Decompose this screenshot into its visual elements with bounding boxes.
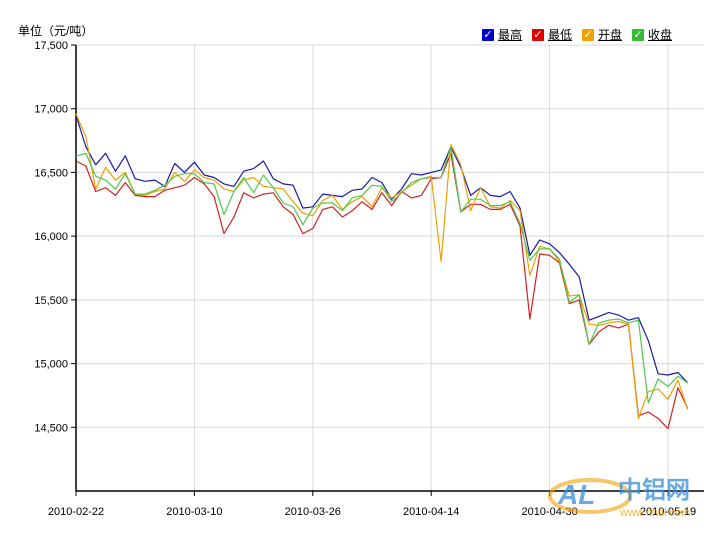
legend-item-high[interactable]: ✓ 最高 — [482, 26, 522, 43]
legend-item-open[interactable]: ✓ 开盘 — [582, 26, 622, 43]
legend-item-close[interactable]: ✓ 收盘 — [632, 26, 672, 43]
y-axis-unit-label: 单位（元/吨） — [18, 24, 94, 38]
series-line-收盘 — [75, 146, 689, 404]
y-tick-label: 15,500 — [34, 295, 68, 307]
x-tick-label: 2010-02-22 — [48, 506, 104, 518]
logo-brand: 中铝网 — [618, 476, 690, 504]
watermark-logo: AL 中铝网 www.cnal.com — [548, 476, 690, 519]
checkbox-checked-icon[interactable]: ✓ — [482, 28, 494, 41]
logo-url: www.cnal.com — [619, 507, 690, 519]
x-tick-label: 2010-04-14 — [403, 506, 459, 518]
y-tick-label: 16,500 — [34, 167, 68, 179]
legend-item-low[interactable]: ✓ 最低 — [532, 26, 572, 43]
series-line-最低 — [75, 152, 689, 430]
checkbox-checked-icon[interactable]: ✓ — [582, 28, 595, 41]
logo-mark: AL — [557, 479, 595, 510]
x-tick-label: 2010-03-26 — [285, 506, 341, 518]
legend-label: 开盘 — [598, 28, 623, 42]
legend-label: 最低 — [548, 28, 573, 42]
legend: ✓ 最高 ✓ 最低 ✓ 开盘 ✓ 收盘 — [482, 26, 682, 43]
series-line-最高 — [75, 114, 689, 384]
legend-label: 最高 — [498, 28, 523, 42]
y-tick-label: 15,000 — [34, 359, 68, 371]
checkbox-checked-icon[interactable]: ✓ — [532, 28, 545, 41]
x-tick-label: 2010-03-10 — [166, 506, 222, 518]
y-tick-label: 16,000 — [34, 231, 68, 243]
x-tick-label: 2010-05-19 — [640, 506, 696, 518]
logo-swoosh-icon — [548, 478, 632, 514]
y-tick-label: 17,000 — [34, 104, 68, 116]
checkbox-checked-icon[interactable]: ✓ — [632, 28, 645, 41]
legend-label: 收盘 — [648, 28, 673, 42]
y-tick-label: 14,500 — [34, 422, 68, 434]
series-line-开盘 — [75, 113, 689, 419]
y-tick-label: 17,500 — [34, 40, 68, 52]
